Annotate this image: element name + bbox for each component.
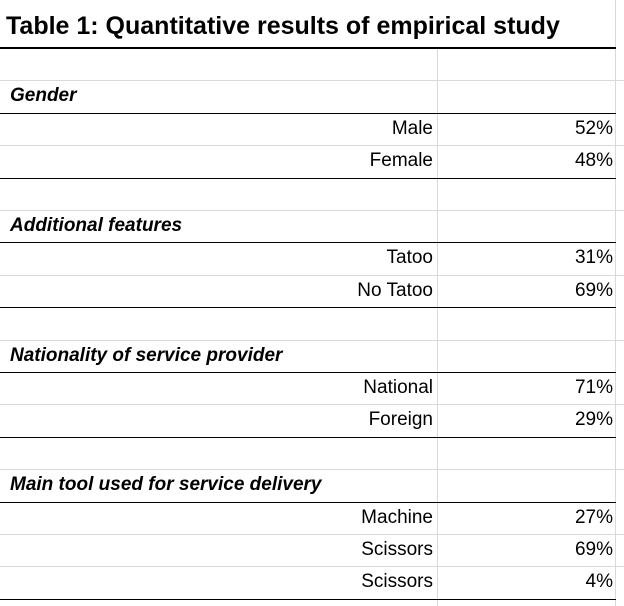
row-value: 27% bbox=[574, 507, 613, 528]
row-label: Foreign bbox=[368, 409, 433, 430]
row-label: No Tatoo bbox=[357, 280, 433, 301]
section-rule bbox=[0, 242, 616, 243]
grid-line bbox=[0, 80, 624, 81]
row-value: 31% bbox=[574, 247, 613, 268]
row-value: 29% bbox=[574, 409, 613, 430]
section-rule bbox=[0, 307, 616, 308]
section-heading: Additional features bbox=[10, 215, 183, 236]
row-label: National bbox=[363, 377, 433, 398]
row-label: Machine bbox=[361, 507, 433, 528]
row-label: Female bbox=[369, 150, 433, 171]
section-heading: Main tool used for service delivery bbox=[10, 474, 322, 495]
grid-line bbox=[615, 0, 616, 606]
section-rule bbox=[0, 599, 616, 600]
row-label: Male bbox=[391, 118, 433, 139]
grid-line bbox=[0, 340, 624, 341]
section-rule bbox=[0, 437, 616, 438]
row-value: 4% bbox=[585, 571, 613, 592]
grid-line bbox=[437, 48, 438, 606]
row-value: 71% bbox=[574, 377, 613, 398]
grid-line bbox=[0, 145, 624, 146]
grid-line bbox=[0, 534, 624, 535]
grid-line bbox=[0, 275, 624, 276]
section-rule bbox=[0, 178, 616, 179]
section-rule bbox=[0, 113, 616, 114]
row-label: Tatoo bbox=[386, 247, 433, 268]
grid-line bbox=[0, 469, 624, 470]
grid-line bbox=[0, 566, 624, 567]
row-value: 52% bbox=[574, 118, 613, 139]
table-title: Table 1: Quantitative results of empiric… bbox=[6, 12, 560, 40]
row-value: 48% bbox=[574, 150, 613, 171]
section-rule bbox=[0, 502, 616, 503]
section-rule bbox=[0, 372, 616, 373]
section-heading: Gender bbox=[10, 85, 77, 106]
row-label: Scissors bbox=[361, 571, 433, 592]
row-value: 69% bbox=[574, 539, 613, 560]
row-value: 69% bbox=[574, 280, 613, 301]
grid-line bbox=[0, 210, 624, 211]
grid-line bbox=[0, 404, 624, 405]
row-label: Scissors bbox=[361, 539, 433, 560]
title-rule bbox=[0, 47, 616, 49]
section-heading: Nationality of service provider bbox=[10, 345, 283, 366]
